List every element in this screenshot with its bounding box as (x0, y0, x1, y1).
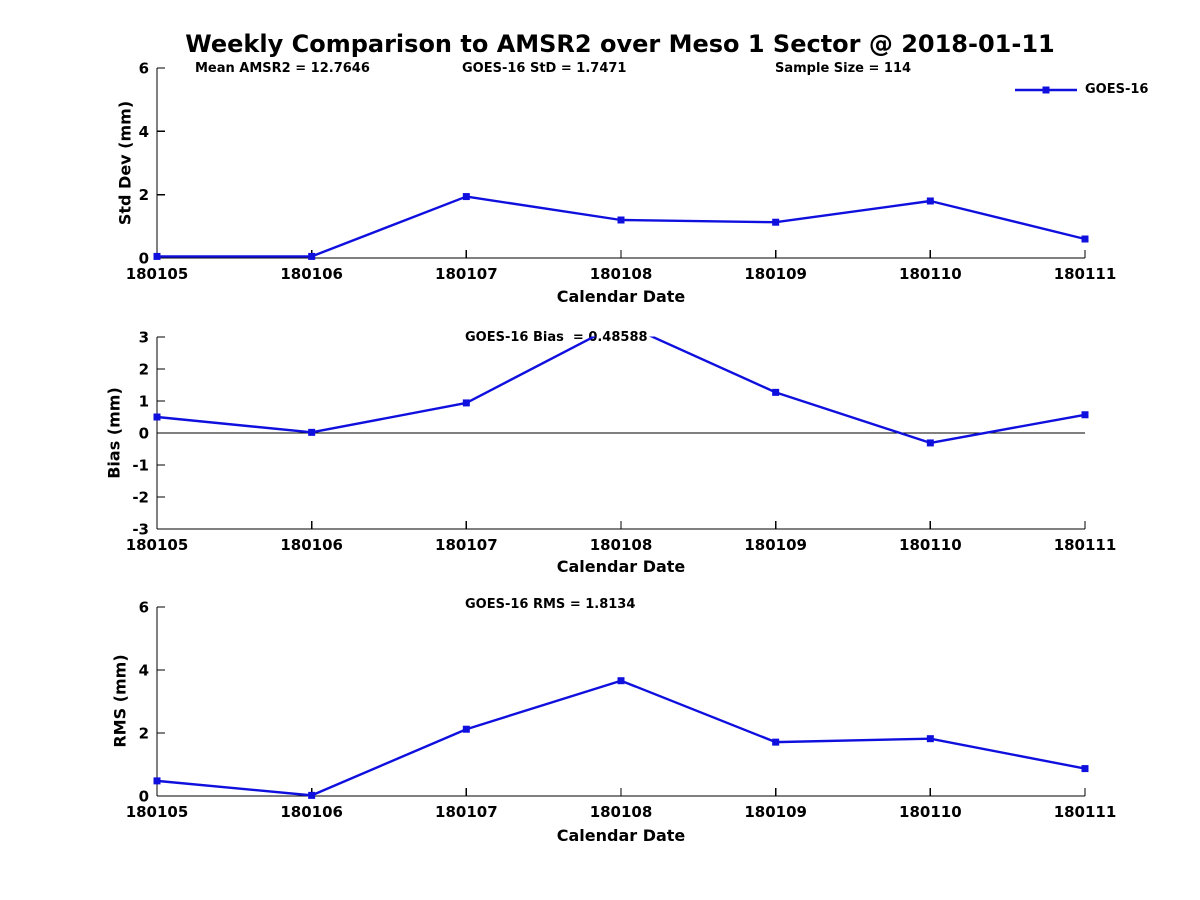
x-tick-label: 180107 (435, 265, 498, 283)
data-point-marker-180107 (462, 193, 470, 201)
x-tick-label: 180107 (435, 803, 498, 821)
data-line-goes-16 (155, 195, 1087, 258)
data-point-marker-180110 (926, 735, 934, 743)
x-tick-label: 180109 (744, 536, 807, 554)
annotation-goes16-bias: GOES-16 Bias = 0.48588 (465, 330, 648, 345)
xlabel-top: Calendar Date (556, 287, 686, 306)
x-tick-label: 180111 (1054, 536, 1117, 554)
figure-title: Weekly Comparison to AMSR2 over Meso 1 S… (185, 30, 1055, 58)
data-point-marker-180109 (772, 388, 780, 396)
x-tick-label: 180108 (590, 265, 653, 283)
annotation-mean-amsr2: Mean AMSR2 = 12.7646 (195, 61, 370, 76)
y-tick-label: 2 (139, 361, 149, 379)
data-point-marker-180108 (617, 216, 625, 224)
data-point-marker-180106 (308, 791, 316, 799)
x-tick-label: 180108 (590, 803, 653, 821)
xlabel-bottom: Calendar Date (556, 826, 686, 845)
x-tick-label: 180110 (899, 803, 962, 821)
data-point-marker-180110 (926, 439, 934, 447)
x-tick-label: 180106 (280, 803, 343, 821)
y-tick-label: 0 (139, 250, 149, 268)
y-tick-label: -2 (132, 489, 149, 507)
y-tick-label: 3 (139, 329, 149, 347)
y-tick-label: 0 (139, 425, 149, 443)
data-line-goes-16 (155, 336, 1087, 445)
x-tick-label: 180106 (280, 265, 343, 283)
data-line-goes-16 (155, 679, 1087, 797)
y-tick-label: -3 (132, 521, 149, 539)
data-point-marker-180107 (462, 725, 470, 733)
x-tick-label: 180105 (126, 803, 189, 821)
y-tick-label: -1 (132, 457, 149, 475)
x-tick-label: 180109 (744, 803, 807, 821)
data-point-marker-180109 (772, 218, 780, 226)
data-point-marker-180109 (772, 738, 780, 746)
legend-line-icon (1015, 86, 1077, 93)
data-point-marker-180105 (153, 413, 161, 421)
y-tick-label: 4 (139, 123, 149, 141)
y-tick-label: 0 (139, 788, 149, 806)
annotation-sample-size: Sample Size = 114 (775, 61, 912, 76)
annotation-goes16-std: GOES-16 StD = 1.7471 (462, 61, 627, 76)
data-point-marker-180108 (618, 319, 625, 326)
x-tick-label: 180111 (1054, 803, 1117, 821)
legend-series-label: GOES-16 (1085, 82, 1149, 97)
y-tick-label: 4 (139, 662, 149, 680)
legend: GOES-16 (1014, 82, 1148, 97)
x-tick-label: 180106 (280, 536, 343, 554)
data-point-marker-180107 (462, 399, 470, 407)
x-tick-label: 180111 (1054, 265, 1117, 283)
x-tick-label: 180107 (435, 536, 498, 554)
data-point-marker-180108 (617, 677, 625, 685)
y-tick-label: 6 (139, 60, 149, 78)
data-point-marker-180110 (926, 197, 934, 205)
data-point-marker-180111 (1081, 235, 1089, 243)
data-point-marker-180111 (1081, 411, 1089, 419)
data-point-marker-180106 (308, 428, 316, 436)
annotation-goes16-rms: GOES-16 RMS = 1.8134 (465, 597, 636, 612)
data-point-marker-180105 (153, 252, 161, 260)
y-tick-label: 2 (139, 725, 149, 743)
x-tick-label: 180108 (590, 536, 653, 554)
y-tick-label: 2 (139, 186, 149, 204)
xlabel-middle: Calendar Date (556, 557, 686, 576)
data-point-marker-180105 (153, 777, 161, 785)
x-tick-label: 180105 (126, 265, 189, 283)
x-tick-label: 180105 (126, 536, 189, 554)
y-tick-label: 6 (139, 599, 149, 617)
y-tick-label: 1 (139, 393, 149, 411)
x-tick-label: 180109 (744, 265, 807, 283)
data-point-marker-180106 (308, 252, 316, 260)
data-point-marker-180111 (1081, 765, 1089, 773)
x-tick-label: 180110 (899, 536, 962, 554)
x-tick-label: 180110 (899, 265, 962, 283)
